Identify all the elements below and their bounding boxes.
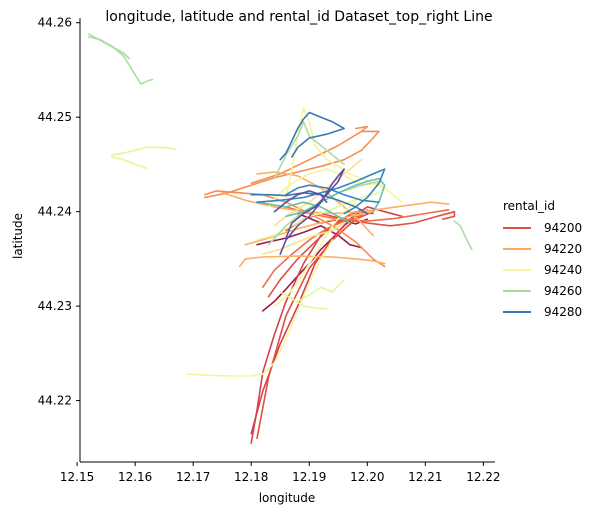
series-line [204, 190, 386, 268]
legend-label: 94240 [544, 263, 582, 277]
series-line [256, 210, 374, 440]
y-axis-title: latitude [11, 213, 25, 259]
series-line [285, 184, 380, 203]
legend-label: 94200 [544, 221, 582, 235]
legend-label: 94260 [544, 284, 582, 298]
legend-title: rental_id [503, 199, 555, 213]
series-line [111, 156, 148, 169]
series-line [261, 222, 345, 255]
series-line [111, 146, 177, 156]
plot-area [87, 33, 473, 444]
series-line [250, 125, 369, 185]
y-tick-label: 44.23 [38, 299, 72, 313]
x-tick-label: 12.17 [176, 470, 210, 484]
legend: rental_id 94200 94220 94240 94260 94280 [503, 199, 582, 319]
axes: 12.15 12.16 12.17 12.18 12.19 12.20 12.21 12.22… [38, 16, 501, 484]
legend-label: 94220 [544, 242, 582, 256]
series-line [256, 201, 351, 224]
series-line [279, 291, 328, 310]
series-line [273, 121, 345, 180]
series-line [453, 220, 473, 251]
series-line [279, 168, 345, 255]
series-line [285, 177, 386, 218]
x-axis-ticks: 12.15 12.16 12.17 12.18 12.19 12.20 12.21 12.22 [60, 462, 501, 484]
series-line [221, 192, 450, 215]
series-line [256, 168, 386, 215]
y-tick-label: 44.24 [38, 205, 72, 219]
y-tick-label: 44.26 [38, 16, 72, 30]
series-line [87, 33, 131, 60]
x-tick-label: 12.22 [466, 470, 500, 484]
series-line [267, 209, 363, 298]
series-line [285, 106, 386, 199]
series-line [250, 192, 369, 215]
series-line [204, 130, 380, 199]
series-lines [87, 33, 473, 444]
x-tick-label: 12.15 [60, 470, 94, 484]
series-line [267, 168, 403, 208]
legend-label: 94280 [544, 305, 582, 319]
chart-title: longitude, latitude and rental_id Datase… [105, 9, 492, 25]
x-tick-label: 12.16 [118, 470, 152, 484]
series-line [296, 278, 345, 303]
series-line [273, 190, 328, 213]
series-line [238, 255, 386, 268]
x-tick-label: 12.21 [408, 470, 442, 484]
series-line [279, 111, 345, 161]
series-line [244, 210, 374, 246]
series-line [87, 36, 154, 85]
y-tick-label: 44.25 [38, 110, 72, 124]
x-tick-label: 12.18 [234, 470, 268, 484]
x-axis-title: longitude [259, 491, 316, 505]
y-tick-label: 44.22 [38, 394, 72, 408]
series-line [186, 239, 334, 377]
y-axis-ticks: 44.22 44.23 44.24 44.25 44.26 [38, 16, 80, 408]
x-tick-label: 12.19 [292, 470, 326, 484]
series-line [273, 201, 357, 307]
series-line [256, 171, 374, 237]
x-tick-label: 12.20 [350, 470, 384, 484]
